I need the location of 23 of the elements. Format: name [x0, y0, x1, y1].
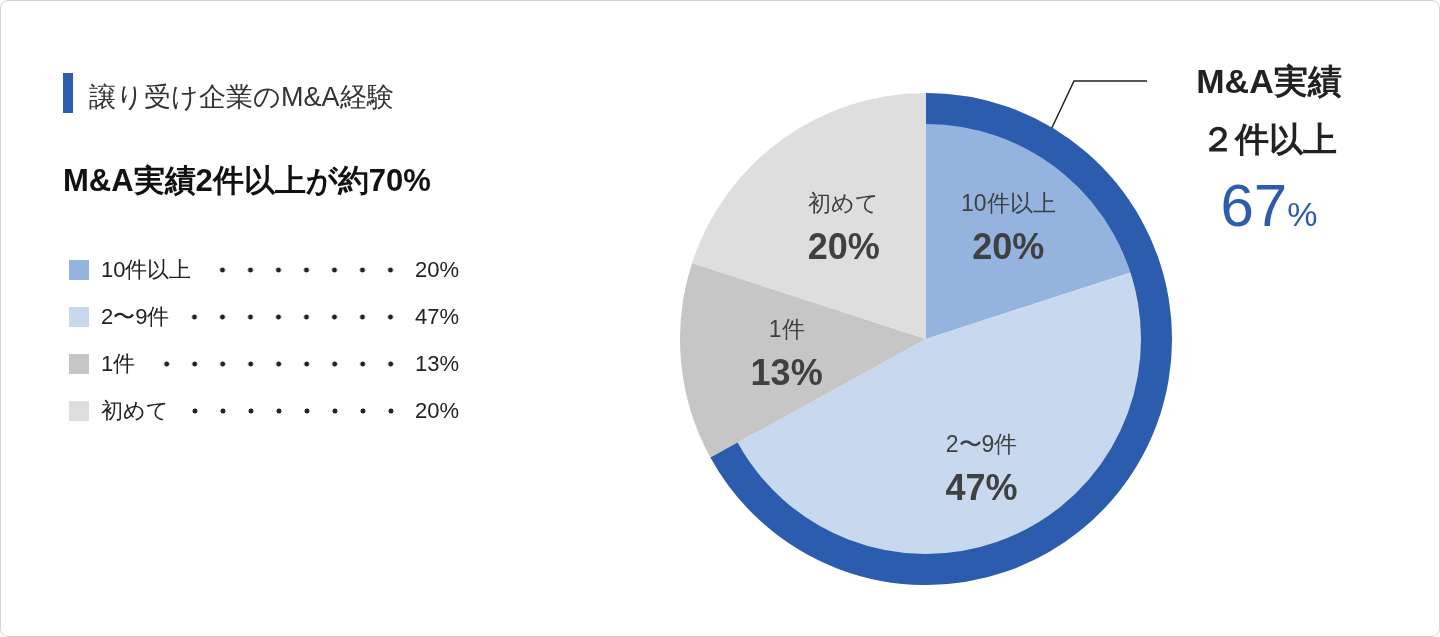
text: M&A実績2件以上が約70% — [63, 162, 431, 200]
data-label: 13% — [750, 352, 823, 394]
legend-label: 2〜9件 — [101, 302, 170, 331]
legend-label: 10件以上 — [101, 255, 192, 284]
data-label: 20% — [972, 225, 1045, 267]
text: 20% — [414, 397, 459, 423]
text: 20% — [414, 256, 459, 282]
data-label: 47% — [945, 467, 1018, 509]
slice-label: 1件 — [768, 316, 805, 343]
legend-label: 1件 — [101, 349, 136, 378]
pie-slice — [692, 93, 926, 339]
text: 13% — [414, 350, 459, 376]
text: 67% — [1220, 172, 1318, 239]
text: ２件以上 — [1201, 119, 1337, 160]
data-label: 20% — [807, 225, 880, 267]
legend-label: 初めて — [101, 396, 169, 425]
text: M&A実績 — [1196, 61, 1342, 102]
pie-slice — [680, 262, 926, 458]
slice-label: 初めて — [808, 189, 880, 216]
slice-label: 10件以上 — [960, 189, 1056, 216]
slice-label: 2〜9件 — [945, 431, 1018, 458]
text: 47% — [414, 303, 459, 329]
chart-title: 譲り受け企業のM&A経験 — [89, 81, 394, 114]
